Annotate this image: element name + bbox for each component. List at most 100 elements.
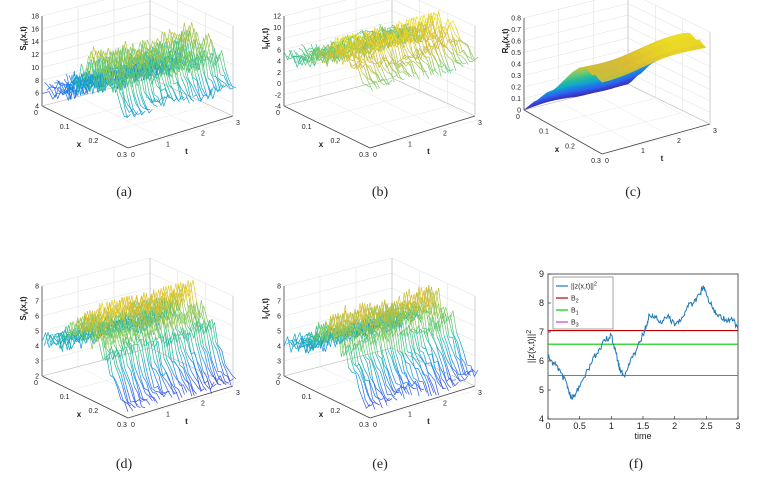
mesh-line (186, 82, 192, 100)
mesh-line (317, 326, 322, 339)
mesh-line (390, 385, 396, 395)
mesh-line (83, 310, 88, 332)
mesh-line (392, 59, 397, 67)
mesh-line (184, 60, 189, 80)
mesh-line (170, 284, 175, 311)
surface-mesh (283, 10, 479, 92)
mesh-line (407, 383, 413, 396)
mesh-line (395, 302, 401, 327)
mesh-line (138, 107, 143, 114)
mesh-line (117, 78, 122, 85)
mesh-line (392, 327, 397, 338)
mesh-line (194, 85, 199, 95)
mesh-line (444, 364, 450, 379)
mesh-line (174, 57, 179, 84)
mesh-line (147, 68, 153, 85)
mesh-line (327, 45, 333, 59)
mesh-line (162, 285, 167, 309)
mesh-line (112, 324, 117, 348)
mesh-line (102, 356, 107, 360)
mesh-line (137, 75, 143, 96)
mesh-line (459, 39, 464, 43)
mesh-line (450, 22, 455, 33)
mesh-line (452, 20, 457, 29)
mesh-line (384, 32, 389, 45)
mesh-line (405, 30, 411, 48)
mesh-line (178, 350, 183, 362)
mesh-line (145, 50, 151, 75)
axis-line (627, 83, 711, 125)
mesh-line (288, 339, 293, 342)
mesh-line (341, 51, 346, 62)
mesh-line (370, 319, 375, 330)
mesh-line (338, 327, 344, 336)
mesh-line (222, 68, 227, 78)
mesh-line (306, 61, 311, 68)
mesh-line (178, 95, 183, 102)
mesh-line (173, 50, 179, 60)
mesh-line (433, 302, 438, 332)
mesh-line (390, 73, 395, 83)
mesh-line (377, 373, 382, 388)
mesh-line (452, 310, 457, 333)
mesh-line (109, 374, 114, 379)
z-tick-label: 8 (277, 284, 281, 291)
mesh-line (203, 37, 208, 57)
mesh-line (354, 55, 359, 60)
mesh-line (127, 54, 132, 69)
t-tick-label: 3 (236, 390, 240, 397)
mesh-line (197, 300, 202, 327)
grid-line (127, 119, 237, 149)
mesh-line (98, 66, 104, 76)
mesh-line (173, 81, 178, 85)
mesh-line (436, 357, 441, 368)
mesh-line (149, 319, 154, 335)
z-tick-label: 6 (277, 47, 281, 54)
mesh-line (182, 327, 187, 353)
t-axis-label: t (185, 417, 188, 426)
mesh-line (197, 366, 203, 377)
mesh-line (438, 355, 444, 367)
mesh-line (160, 333, 165, 359)
mesh-line (156, 48, 161, 67)
mesh-line (70, 322, 75, 335)
mesh-line (457, 342, 462, 359)
mesh-line (367, 334, 373, 343)
mesh-line (403, 381, 408, 384)
mesh-line (96, 309, 102, 322)
mesh-line (451, 42, 456, 51)
z-axis-label: SV(x,t) (19, 296, 30, 320)
mesh-line (384, 373, 390, 384)
mesh-line (197, 74, 203, 89)
mesh-line (460, 357, 466, 364)
mesh-line (179, 306, 184, 324)
mesh-line (159, 388, 165, 398)
mesh-line (112, 60, 117, 77)
mesh-line (188, 304, 193, 325)
mesh-line (344, 35, 350, 48)
mesh-line (320, 326, 326, 343)
mesh-line (149, 44, 154, 49)
mesh-line (171, 49, 176, 67)
mesh-line (382, 57, 387, 65)
mesh-line (140, 338, 145, 361)
mesh-line (416, 62, 421, 64)
mesh-line (423, 28, 428, 47)
mesh-line (110, 51, 115, 64)
mesh-line (164, 306, 169, 329)
mesh-line (207, 341, 213, 361)
mesh-line (147, 293, 152, 317)
mesh-line (336, 329, 341, 338)
mesh-line (351, 323, 356, 339)
mesh-line (138, 399, 143, 403)
mesh-line (311, 57, 316, 59)
mesh-line (368, 359, 374, 381)
mesh-line (358, 302, 363, 323)
mesh-line (372, 380, 377, 389)
mesh-line (159, 55, 164, 62)
mesh-line (378, 39, 384, 54)
mesh-line (155, 392, 161, 400)
mesh-line (377, 328, 383, 338)
mesh-line (410, 293, 415, 317)
mesh-line (148, 297, 153, 320)
